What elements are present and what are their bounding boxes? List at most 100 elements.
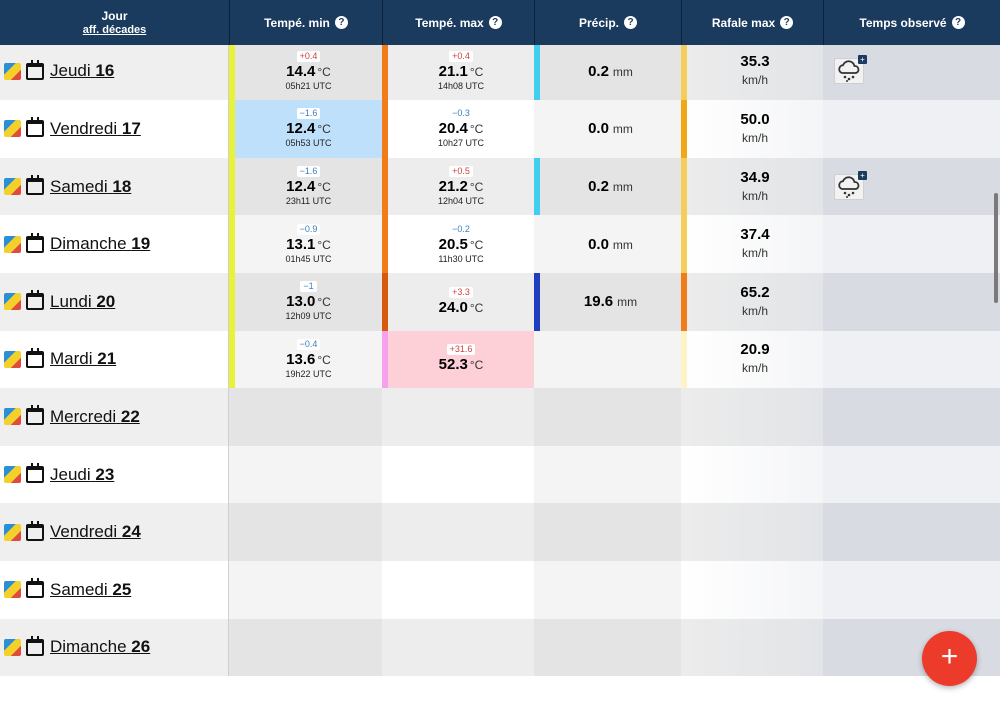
min-temp-cell: −0.9 13.1 °C 01h45 UTC: [229, 215, 382, 273]
flag-icon[interactable]: [4, 62, 21, 80]
color-bar: [382, 215, 388, 273]
table-row: Jeudi 23: [0, 445, 1000, 504]
day-link[interactable]: Samedi 25: [50, 580, 131, 600]
flag-icon[interactable]: [4, 120, 21, 138]
calendar-icon[interactable]: [26, 463, 44, 484]
day-link[interactable]: Vendredi 24: [50, 522, 141, 542]
time-utc: 01h45 UTC: [285, 253, 332, 264]
anomaly-badge: +0.5: [449, 166, 473, 178]
weather-cell: +: [823, 42, 1000, 101]
min-temp-cell: −1.6 12.4 °C 23h11 UTC: [229, 157, 382, 216]
flag-icon[interactable]: [4, 178, 21, 196]
day-name: Dimanche: [50, 637, 127, 657]
max-temp-cell: [382, 618, 534, 677]
gust-unit: km/h: [741, 188, 768, 203]
gust-cell: [681, 560, 823, 619]
day-link[interactable]: Jeudi 23: [50, 465, 114, 485]
anomaly-badge: −1.6: [296, 166, 321, 178]
calendar-icon[interactable]: [26, 578, 44, 599]
precip-number: 0.0: [588, 235, 609, 253]
color-bar: [681, 42, 687, 101]
scrollbar-thumb[interactable]: [994, 193, 998, 303]
flag-icon[interactable]: [4, 638, 21, 656]
precip-cell: [534, 503, 681, 561]
add-button[interactable]: +: [922, 631, 977, 686]
calendar-icon[interactable]: [26, 175, 44, 196]
header-min-temp: Tempé. min ?: [229, 0, 382, 45]
day-link[interactable]: Dimanche 19: [50, 234, 150, 254]
help-icon[interactable]: ?: [488, 16, 502, 29]
table-row: Samedi 18 −1.6 12.4 °C 23h11 UTC +0.5 21.2 °C 12…: [0, 157, 1000, 216]
weather-cell: [823, 272, 1000, 331]
help-icon[interactable]: ?: [624, 16, 638, 29]
flag-icon[interactable]: [4, 466, 21, 484]
color-bar: [681, 100, 687, 158]
weather-cell: [823, 100, 1000, 158]
day-number: 20: [96, 291, 116, 311]
anomaly-badge: −0.3: [449, 108, 473, 120]
gust-value: 35.3: [740, 53, 770, 71]
weather-cell: [823, 388, 1000, 446]
day-number: 17: [121, 118, 141, 138]
day-link[interactable]: Lundi 20: [50, 292, 115, 312]
day-cell: Vendredi 17: [0, 100, 229, 158]
color-bar: [229, 100, 235, 158]
temp-number: 21.2: [438, 178, 468, 196]
decades-link[interactable]: aff. décades: [82, 23, 147, 36]
flag-icon[interactable]: [4, 350, 21, 368]
weather-cell: +: [823, 157, 1000, 216]
cell-content: 37.4 km/h: [687, 215, 823, 273]
cell-content: +31.6 52.3 °C: [388, 330, 534, 389]
flag-icon[interactable]: [4, 293, 21, 311]
calendar-icon[interactable]: [26, 59, 44, 80]
calendar-icon[interactable]: [26, 117, 44, 138]
calendar-icon[interactable]: [26, 290, 44, 311]
calendar-icon[interactable]: [26, 405, 44, 426]
precip-number: 0.2: [588, 62, 609, 80]
calendar-icon[interactable]: [26, 520, 44, 541]
min-temp-cell: +0.4 14.4 °C 05h21 UTC: [229, 42, 382, 101]
calendar-icon[interactable]: [26, 232, 44, 253]
help-icon[interactable]: ?: [951, 16, 965, 29]
cell-content: +0.4 21.1 °C 14h08 UTC: [388, 43, 534, 101]
cell-content: 34.9 km/h: [687, 158, 823, 216]
rain-shower-icon[interactable]: +: [834, 55, 867, 85]
day-link[interactable]: Mardi 21: [50, 349, 116, 369]
flag-icon[interactable]: [4, 523, 21, 541]
flag-icon[interactable]: [4, 408, 21, 426]
temp-unit: °C: [469, 358, 484, 373]
temp-number: 52.3: [438, 356, 468, 374]
help-icon[interactable]: ?: [334, 16, 348, 29]
table-row: Vendredi 24: [0, 503, 1000, 561]
day-cell: Samedi 25: [0, 560, 229, 619]
gust-unit: km/h: [741, 246, 768, 261]
color-bar: [681, 157, 687, 216]
day-link[interactable]: Samedi 18: [50, 177, 131, 197]
gust-cell: [681, 503, 823, 561]
gust-value: 37.4: [740, 226, 770, 244]
anomaly-badge: +0.4: [296, 50, 321, 62]
flag-icon[interactable]: [4, 581, 21, 599]
day-link[interactable]: Jeudi 16: [50, 61, 114, 81]
gust-unit: km/h: [741, 303, 768, 318]
flag-icon[interactable]: [4, 235, 21, 253]
temp-unit: °C: [469, 180, 484, 195]
color-bar: [382, 157, 388, 216]
calendar-icon[interactable]: [26, 635, 44, 656]
gust-cell: 50.0 km/h: [681, 100, 823, 158]
temperature-value: 21.1 °C: [439, 63, 484, 81]
day-cell: Jeudi 16: [0, 42, 229, 101]
day-link[interactable]: Vendredi 17: [50, 119, 141, 139]
color-bar: [382, 272, 388, 331]
day-link[interactable]: Dimanche 26: [50, 637, 150, 657]
precip-unit: mm: [612, 237, 633, 252]
help-icon[interactable]: ?: [780, 16, 794, 29]
time-utc: 19h22 UTC: [285, 368, 332, 379]
anomaly-badge: −0.2: [449, 223, 473, 235]
precip-unit: mm: [612, 180, 633, 195]
cell-content: −1 13.0 °C 12h09 UTC: [235, 273, 382, 331]
rain-shower-icon[interactable]: +: [834, 170, 867, 200]
calendar-icon[interactable]: [26, 347, 44, 368]
cell-content: 65.2 km/h: [687, 273, 823, 331]
day-link[interactable]: Mercredi 22: [50, 407, 140, 427]
